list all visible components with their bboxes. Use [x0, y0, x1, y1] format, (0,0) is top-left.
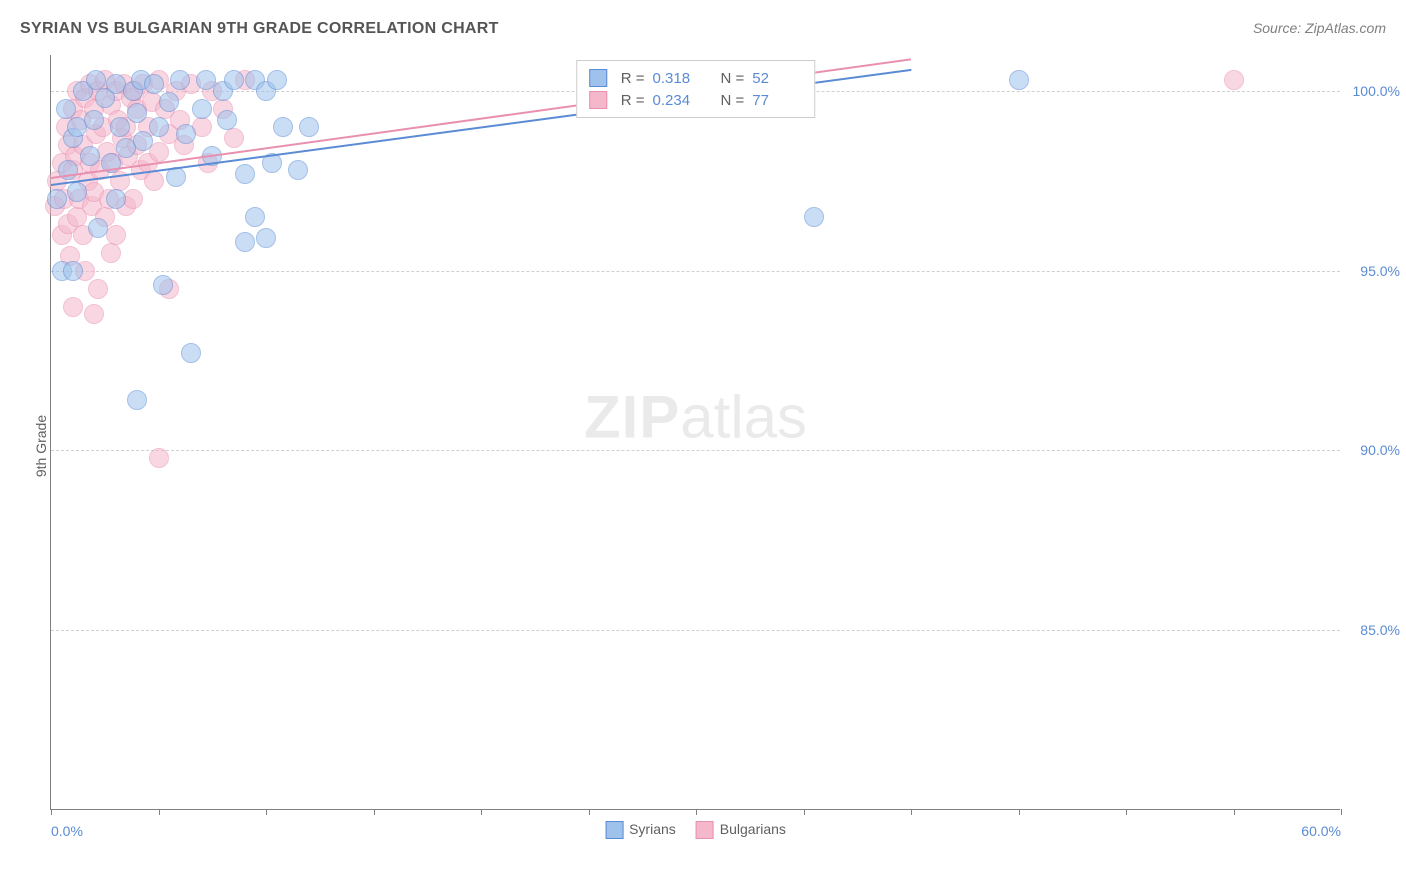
series-swatch	[605, 821, 623, 839]
watermark-atlas: atlas	[680, 383, 807, 450]
scatter-point	[1224, 70, 1244, 90]
y-axis-label: 9th Grade	[33, 415, 49, 477]
scatter-point	[176, 124, 196, 144]
x-tick	[589, 809, 590, 815]
scatter-point	[86, 70, 106, 90]
scatter-point	[88, 279, 108, 299]
scatter-point	[1009, 70, 1029, 90]
legend-item: Syrians	[605, 821, 676, 839]
scatter-point	[67, 182, 87, 202]
scatter-point	[235, 232, 255, 252]
n-value: 52	[752, 70, 802, 87]
y-gridline	[51, 271, 1340, 272]
scatter-point	[153, 275, 173, 295]
r-value: 0.318	[653, 70, 703, 87]
scatter-point	[235, 164, 255, 184]
scatter-point	[144, 171, 164, 191]
scatter-point	[56, 99, 76, 119]
scatter-point	[127, 103, 147, 123]
scatter-point	[123, 189, 143, 209]
x-tick	[911, 809, 912, 815]
series-swatch	[696, 821, 714, 839]
scatter-point	[47, 189, 67, 209]
correlation-stat-box: R = 0.318 N = 52 R = 0.234 N = 77	[576, 60, 816, 118]
legend-label: Bulgarians	[720, 821, 786, 837]
scatter-point	[149, 117, 169, 137]
scatter-point	[170, 70, 190, 90]
series-swatch	[589, 91, 607, 109]
y-gridline	[51, 450, 1340, 451]
y-tick-label: 85.0%	[1345, 622, 1400, 638]
r-value: 0.234	[653, 92, 703, 109]
scatter-point	[106, 225, 126, 245]
x-tick	[1234, 809, 1235, 815]
scatter-point	[110, 117, 130, 137]
x-tick	[1019, 809, 1020, 815]
y-gridline	[51, 630, 1340, 631]
scatter-point	[63, 261, 83, 281]
scatter-point	[181, 343, 201, 363]
x-tick	[804, 809, 805, 815]
scatter-point	[224, 128, 244, 148]
scatter-point	[101, 243, 121, 263]
scatter-point	[84, 110, 104, 130]
scatter-point	[63, 297, 83, 317]
scatter-point	[159, 92, 179, 112]
x-tick-label-max: 60.0%	[1301, 823, 1341, 839]
x-tick	[266, 809, 267, 815]
scatter-plot-area: ZIPatlas 85.0%90.0%95.0%100.0%0.0%60.0%R…	[50, 55, 1340, 810]
x-tick-label-min: 0.0%	[51, 823, 83, 839]
n-value: 77	[752, 92, 802, 109]
watermark: ZIPatlas	[584, 382, 807, 451]
x-tick	[1126, 809, 1127, 815]
r-label: R =	[621, 70, 645, 87]
scatter-point	[224, 70, 244, 90]
y-tick-label: 100.0%	[1345, 83, 1400, 99]
n-label: N =	[721, 92, 745, 109]
scatter-point	[127, 390, 147, 410]
x-tick	[159, 809, 160, 815]
scatter-point	[84, 304, 104, 324]
scatter-point	[106, 189, 126, 209]
x-tick	[481, 809, 482, 815]
legend: Syrians Bulgarians	[605, 821, 786, 839]
scatter-point	[299, 117, 319, 137]
scatter-point	[144, 74, 164, 94]
stat-row: R = 0.318 N = 52	[589, 67, 803, 89]
scatter-point	[88, 218, 108, 238]
x-tick	[374, 809, 375, 815]
x-tick	[51, 809, 52, 815]
y-tick-label: 95.0%	[1345, 263, 1400, 279]
scatter-point	[245, 207, 265, 227]
y-tick-label: 90.0%	[1345, 442, 1400, 458]
scatter-point	[288, 160, 308, 180]
legend-label: Syrians	[629, 821, 676, 837]
scatter-point	[149, 448, 169, 468]
scatter-point	[273, 117, 293, 137]
chart-title: SYRIAN VS BULGARIAN 9TH GRADE CORRELATIO…	[20, 20, 499, 38]
r-label: R =	[621, 92, 645, 109]
x-tick	[1341, 809, 1342, 815]
n-label: N =	[721, 70, 745, 87]
x-tick	[696, 809, 697, 815]
legend-item: Bulgarians	[696, 821, 786, 839]
source-attribution: Source: ZipAtlas.com	[1253, 20, 1386, 36]
scatter-point	[192, 99, 212, 119]
scatter-point	[217, 110, 237, 130]
scatter-point	[133, 131, 153, 151]
series-swatch	[589, 69, 607, 87]
scatter-point	[267, 70, 287, 90]
scatter-point	[256, 228, 276, 248]
watermark-zip: ZIP	[584, 383, 680, 450]
stat-row: R = 0.234 N = 77	[589, 89, 803, 111]
scatter-point	[80, 146, 100, 166]
scatter-point	[804, 207, 824, 227]
